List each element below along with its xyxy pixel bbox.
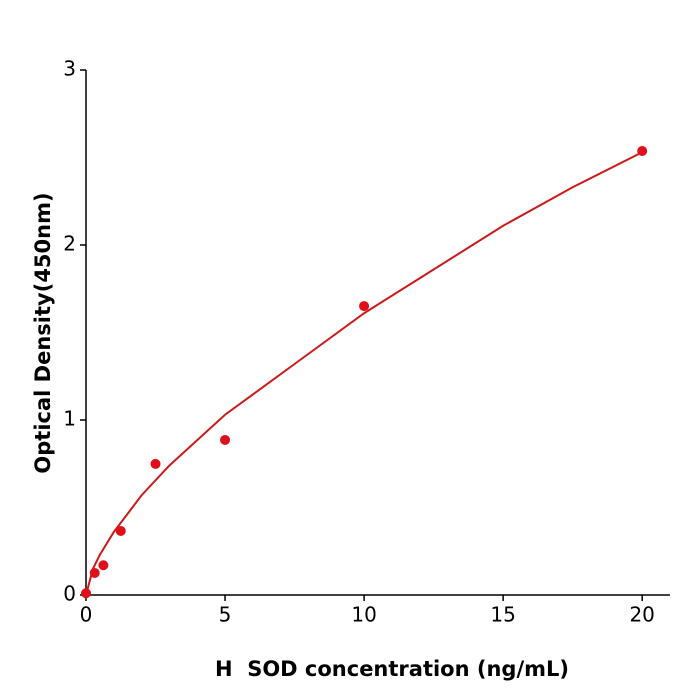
data-point (220, 434, 231, 445)
x-tick-label: 10 (351, 603, 376, 627)
y-tick-label: 0 (63, 582, 76, 606)
y-axis-label: Optical Density(450nm) (31, 192, 55, 473)
x-axis-label: H SOD concentration (ng/mL) (215, 657, 569, 681)
y-tick-label: 2 (63, 232, 76, 256)
data-point (98, 560, 109, 571)
x-tick-label: 15 (490, 603, 515, 627)
y-tick-label: 1 (63, 407, 76, 431)
y-tick-label: 3 (63, 57, 76, 81)
x-tick-label: 20 (629, 603, 654, 627)
data-point (637, 146, 648, 157)
fit-curve (85, 151, 643, 596)
data-point (89, 567, 100, 578)
x-tick-label: 0 (80, 603, 93, 627)
x-tick-label: 5 (219, 603, 232, 627)
data-point (150, 458, 161, 469)
data-point (81, 588, 91, 599)
data-point (359, 301, 370, 312)
data-point (115, 525, 126, 536)
